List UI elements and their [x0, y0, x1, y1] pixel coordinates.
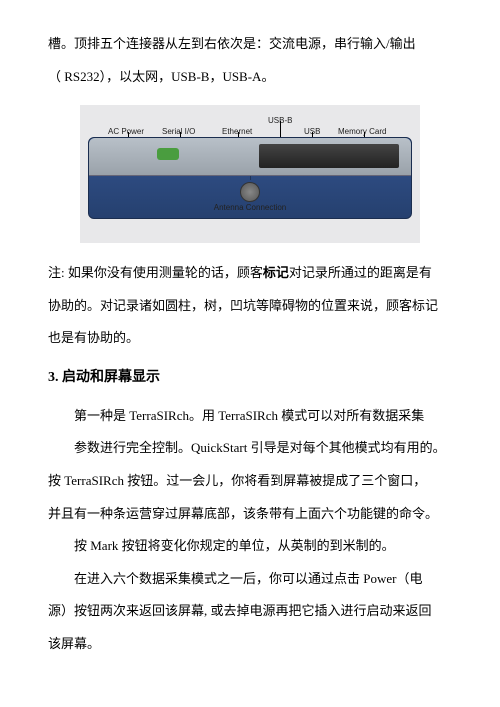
- s3-p4-l1: 在进入六个数据采集模式之一后，你可以通过点击 Power（电: [48, 565, 452, 594]
- device-top-panel: [89, 138, 411, 176]
- note-l1a: 如果你没有使用测量轮的话，顾客: [68, 265, 263, 280]
- s3-p3: 按 Mark 按钮将变化你规定的单位，从英制的到米制的。: [48, 532, 452, 561]
- intro-line1: 槽。顶排五个连接器从左到右依次是：交流电源，串行输入/输出: [48, 30, 452, 59]
- device-diagram: AC Power Serial I/O Ethernet USB-B USB M…: [80, 105, 420, 243]
- port-area: [259, 144, 399, 168]
- section3-heading: 3. 启动和屏幕显示: [48, 363, 452, 394]
- device-body: Antenna Connection: [88, 137, 412, 219]
- s3-p4-l2: 源）按钮两次来返回该屏幕, 或去掉电源再把它插入进行启动来返回: [48, 597, 452, 626]
- serial-port-icon: [157, 148, 179, 160]
- note-line3: 也是有协助的。: [48, 324, 452, 353]
- note-prefix: 注:: [48, 265, 68, 280]
- s3-p1-l2: 参数进行完全控制。QuickStart 引导是对每个其他模式均有用的。: [48, 434, 452, 463]
- s3-p1-l1: 第一种是 TerraSIRch。用 TerraSIRch 模式可以对所有数据采集: [48, 402, 452, 431]
- s3-p2-l1: 按 TerraSIRch 按钮。过一会儿，你将看到屏幕被提成了三个窗口，: [48, 467, 452, 496]
- device-divider: [250, 176, 251, 180]
- note-line1: 注: 如果你没有使用测量轮的话，顾客标记对记录所通过的距离是有: [48, 259, 452, 288]
- note-line2: 协助的。对记录诸如圆柱，树，凹坑等障碍物的位置来说，顾客标记: [48, 292, 452, 321]
- intro-line2: （ RS232），以太网，USB-B，USB-A。: [48, 63, 452, 92]
- s3-p4-l3: 该屏幕。: [48, 630, 452, 659]
- label-antenna: Antenna Connection: [214, 199, 287, 217]
- note-bold: 标记: [263, 265, 289, 280]
- note-l1b: 对记录所通过的距离是有: [289, 265, 432, 280]
- s3-p2-l2: 并且有一种条运营穿过屏幕底部，该条带有上面六个功能键的命令。: [48, 500, 452, 529]
